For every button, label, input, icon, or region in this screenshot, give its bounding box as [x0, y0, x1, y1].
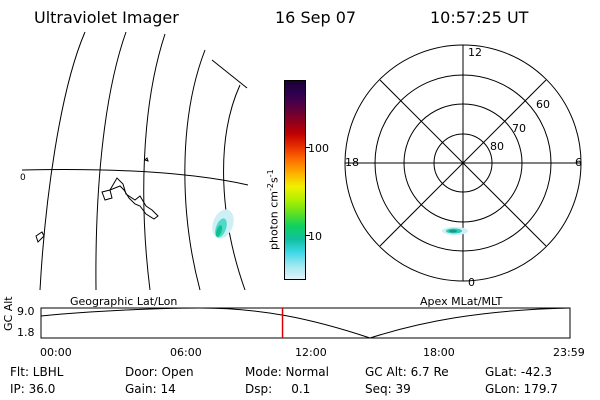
longitude-line [223, 84, 246, 291]
colorbar-tick-mark [306, 235, 310, 236]
mlt-label-12: 12 [468, 46, 482, 59]
mlt-label-6: 6 [575, 156, 582, 169]
timeline-x-label-1200: 12:00 [295, 346, 327, 359]
gain-info: Gain: 14 [125, 382, 176, 396]
mlt-label-0: 0 [468, 276, 475, 289]
dsp-info: Dsp: 0.1 [245, 382, 311, 396]
longitude-line [143, 33, 166, 291]
filter-info: Flt: LBHL [10, 365, 64, 379]
coastline [108, 177, 159, 220]
timeline-axis-title: GC Alt [2, 296, 15, 331]
timeline-x-label-0600: 06:00 [170, 346, 202, 359]
time-label: 10:57:25 UT [430, 8, 529, 27]
colorbar [284, 80, 306, 280]
longitude-line [39, 31, 86, 291]
mlt-line-diag [379, 79, 547, 247]
aurora-emission [212, 209, 234, 239]
timeline-frame [40, 307, 571, 339]
coastline [35, 231, 45, 243]
mlt-label-18: 18 [345, 156, 359, 169]
colorbar-tick-mark [306, 147, 310, 148]
coastline [101, 189, 113, 201]
glon-info: GLon: 179.7 [485, 382, 558, 396]
lat-label-70: 70 [512, 122, 526, 135]
mode-info: Mode: Normal [245, 365, 329, 379]
geo-panel-label: Geographic Lat/Lon [70, 295, 178, 308]
timeline-x-label-2359: 23:59 [553, 346, 585, 359]
altitude-curve [40, 307, 571, 339]
lat-label-80: 80 [490, 140, 504, 153]
timeline-y-label-max: 9.0 [17, 305, 35, 318]
longitude-line [184, 49, 206, 291]
lat-label-60: 60 [536, 98, 550, 111]
seq-info: Seq: 39 [365, 382, 411, 396]
longitude-line [95, 31, 127, 291]
glat-info: GLat: -42.3 [485, 365, 552, 379]
colorbar-tick-10: 10 [308, 230, 322, 243]
instrument-title: Ultraviolet Imager [34, 8, 179, 27]
coastline [144, 157, 149, 162]
timeline-x-label-1800: 18:00 [423, 346, 455, 359]
door-info: Door: Open [125, 365, 194, 379]
date-label: 16 Sep 07 [275, 8, 357, 27]
aurora-emission-polar [442, 227, 468, 235]
limb-line [211, 59, 248, 89]
timeline-y-label-min: 1.8 [17, 326, 35, 339]
equator-line [21, 169, 249, 186]
equator-label: 0 [20, 173, 26, 183]
gc-alt-info: GC Alt: 6.7 Re [365, 365, 449, 379]
colorbar-tick-100: 100 [308, 142, 329, 155]
ip-info: IP: 36.0 [10, 382, 56, 396]
timeline-x-label-0000: 00:00 [40, 346, 72, 359]
polar-panel-label: Apex MLat/MLT [420, 295, 503, 308]
